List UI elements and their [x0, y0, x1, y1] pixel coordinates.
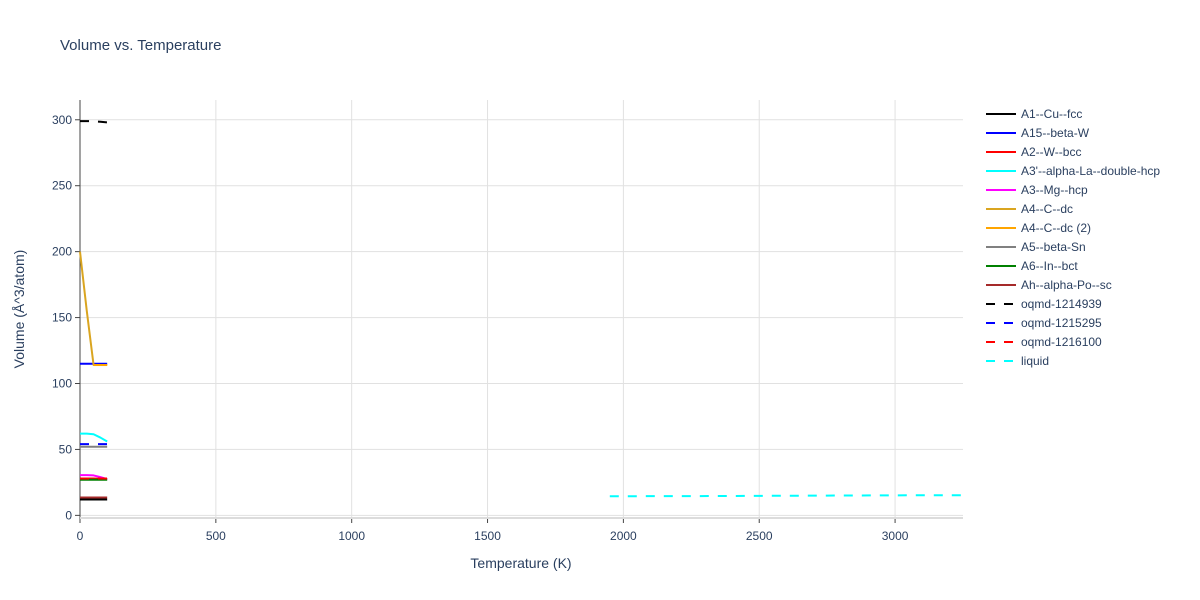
legend-label-4: A3'--alpha-La--double-hcp [1021, 164, 1160, 178]
legend-label-8: A5--beta-Sn [1021, 240, 1086, 254]
x-tick-label: 3000 [882, 529, 909, 543]
series-line-14 [609, 494, 964, 498]
grid [80, 100, 963, 518]
axes: 0 500 1000 1500 2000 2500 3000 0 50 100 150 200 250 3… [52, 100, 963, 543]
x-tick-label: 2500 [746, 529, 773, 543]
legend-label-3: A2--W--bcc [1021, 145, 1081, 159]
y-tick-label: 200 [52, 245, 72, 259]
y-tick-label: 250 [52, 179, 72, 193]
y-tick-label: 300 [52, 113, 72, 127]
legend-label-13: oqmd-1216100 [1021, 335, 1102, 349]
legend: A1--Cu--fcc A15--beta-W A2--W--bcc A3'--alp… [986, 107, 1160, 368]
legend-label-7: A4--C--dc (2) [1021, 221, 1091, 235]
legend-label-2: A15--beta-W [1021, 126, 1090, 140]
plot-area [79, 120, 964, 501]
x-tick-label: 500 [206, 529, 226, 543]
series-line-11 [80, 120, 108, 124]
y-tick-label: 0 [65, 508, 72, 522]
legend-label-14: liquid [1021, 354, 1049, 368]
series-line-6 [79, 251, 108, 367]
x-tick-label: 2000 [610, 529, 637, 543]
legend-label-5: A3--Mg--hcp [1021, 183, 1088, 197]
chart-title: Volume vs. Temperature [60, 37, 221, 54]
legend-label-1: A1--Cu--fcc [1021, 107, 1082, 121]
x-tick-label: 1000 [338, 529, 365, 543]
x-axis-title: Temperature (K) [470, 555, 571, 571]
series-line-4 [80, 432, 108, 443]
legend-label-11: oqmd-1214939 [1021, 297, 1102, 311]
y-tick-label: 100 [52, 377, 72, 391]
legend-label-6: A4--C--dc [1021, 202, 1073, 216]
x-tick-label: 0 [77, 529, 84, 543]
legend-label-12: oqmd-1215295 [1021, 316, 1102, 330]
y-tick-label: 50 [59, 442, 73, 456]
legend-label-10: Ah--alpha-Po--sc [1021, 278, 1112, 292]
legend-label-9: A6--In--bct [1021, 259, 1078, 273]
y-axis-title: Volume (Å^3/atom) [11, 250, 27, 369]
x-tick-label: 1500 [474, 529, 501, 543]
y-tick-label: 150 [52, 311, 72, 325]
